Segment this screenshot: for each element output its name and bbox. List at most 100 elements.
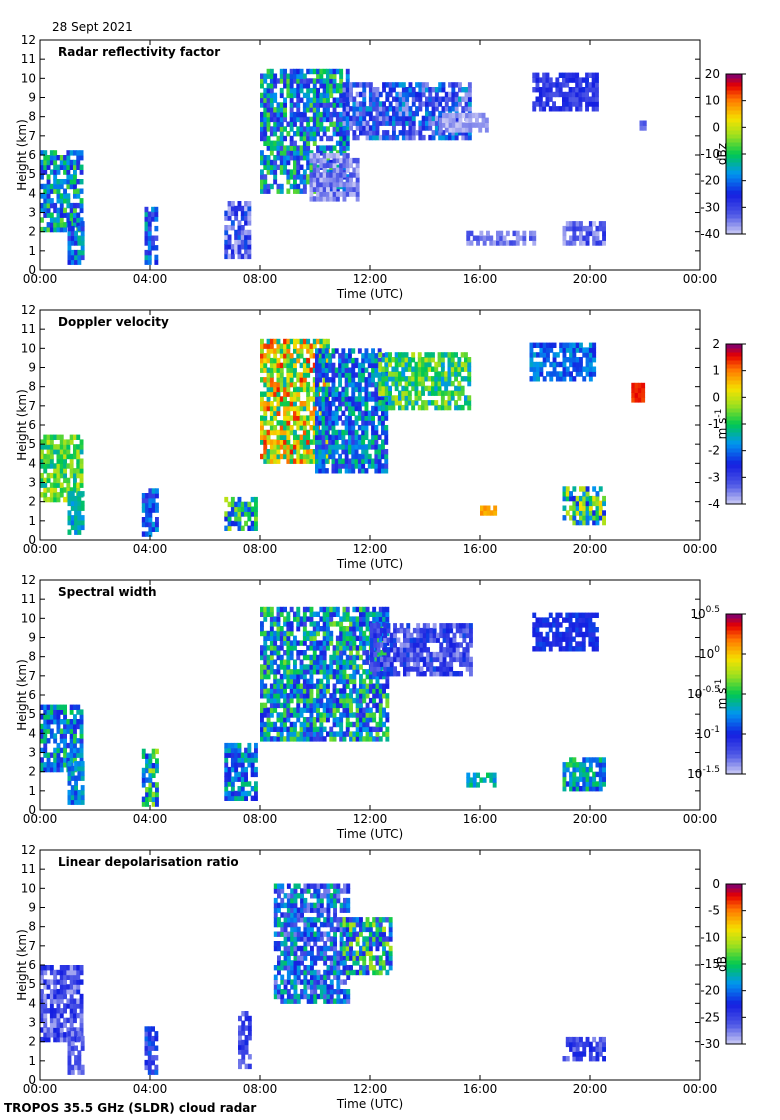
data-cell (331, 381, 336, 388)
data-cell (335, 606, 340, 613)
data-cell (440, 390, 445, 396)
data-cell (151, 782, 156, 788)
data-cell (535, 636, 540, 642)
data-cell (309, 107, 314, 113)
data-cell (293, 145, 297, 151)
data-cell (401, 357, 406, 363)
data-cell (76, 449, 81, 455)
data-cell (286, 405, 291, 412)
data-cell (552, 361, 557, 368)
data-cell (79, 742, 84, 749)
data-cell (452, 632, 457, 639)
data-cell (266, 717, 271, 723)
data-cell (598, 221, 603, 227)
data-cell (53, 164, 58, 170)
data-cell (368, 611, 373, 617)
data-cell (324, 377, 329, 383)
data-cell (364, 449, 369, 455)
data-cell (318, 434, 323, 440)
data-cell (565, 225, 570, 232)
data-cell (425, 110, 429, 117)
data-cell (444, 400, 449, 406)
data-cell (438, 130, 443, 136)
data-cell (451, 112, 456, 119)
data-cell (322, 338, 327, 345)
data-cell (532, 235, 537, 241)
data-cell (273, 386, 278, 393)
data-cell (269, 635, 274, 641)
data-cell (230, 501, 235, 508)
data-cell (276, 697, 281, 704)
data-cell (434, 115, 439, 122)
data-cell (465, 656, 470, 663)
data-cell (345, 678, 350, 685)
data-cell (362, 726, 367, 732)
data-cell (579, 515, 583, 521)
data-cell (69, 222, 74, 228)
data-cell (361, 377, 366, 383)
data-cell (299, 111, 304, 118)
data-cell (352, 673, 357, 680)
data-cell (359, 664, 363, 670)
y-tick-label: 1 (28, 514, 36, 528)
data-cell (77, 519, 82, 526)
data-cell (458, 117, 463, 123)
data-cell (293, 169, 297, 175)
data-cell (565, 510, 570, 516)
data-cell (374, 357, 379, 364)
data-cell (73, 757, 77, 763)
data-cell (293, 381, 297, 388)
data-cell (321, 449, 326, 455)
data-cell (273, 357, 278, 364)
data-cell (464, 96, 469, 102)
data-cell (355, 707, 360, 713)
data-cell (324, 444, 329, 450)
data-cell (247, 757, 252, 763)
data-cell (237, 201, 242, 207)
colorbar-segment (726, 122, 742, 127)
data-cell (276, 391, 281, 397)
data-cell (371, 357, 375, 364)
data-cell (552, 622, 556, 628)
data-cell (266, 155, 271, 161)
data-cell (309, 678, 314, 685)
data-cell (148, 791, 153, 798)
data-cell (349, 626, 353, 632)
data-cell (439, 666, 444, 672)
data-cell (351, 386, 356, 393)
data-cell (234, 229, 239, 236)
data-cell (384, 425, 389, 431)
data-cell (299, 415, 304, 421)
data-cell (460, 366, 465, 372)
data-cell (53, 719, 58, 725)
data-cell (342, 630, 347, 637)
data-cell (80, 515, 85, 521)
data-cell (263, 405, 268, 412)
data-cell (43, 159, 48, 166)
data-cell (324, 434, 329, 440)
data-cell (244, 215, 248, 221)
colorbar-tick-label: -10 (700, 147, 720, 161)
colorbar-segment (726, 348, 742, 353)
data-cell (230, 210, 235, 216)
data-cell (339, 191, 344, 197)
data-cell (40, 183, 44, 190)
data-cell (276, 420, 281, 426)
data-cell (329, 697, 334, 704)
data-cell (322, 181, 327, 188)
data-cell (414, 390, 419, 396)
data-cell (315, 463, 319, 469)
data-cell (572, 342, 577, 348)
data-cell (283, 621, 287, 627)
data-cell (348, 425, 352, 431)
data-cell (354, 429, 359, 436)
data-cell (332, 172, 337, 178)
data-cell (40, 463, 44, 469)
data-cell (69, 174, 74, 180)
data-cell (372, 736, 377, 742)
data-cell (362, 611, 367, 617)
data-cell (329, 68, 334, 75)
data-cell (322, 616, 327, 622)
data-cell (306, 688, 311, 694)
data-cell (478, 112, 483, 119)
